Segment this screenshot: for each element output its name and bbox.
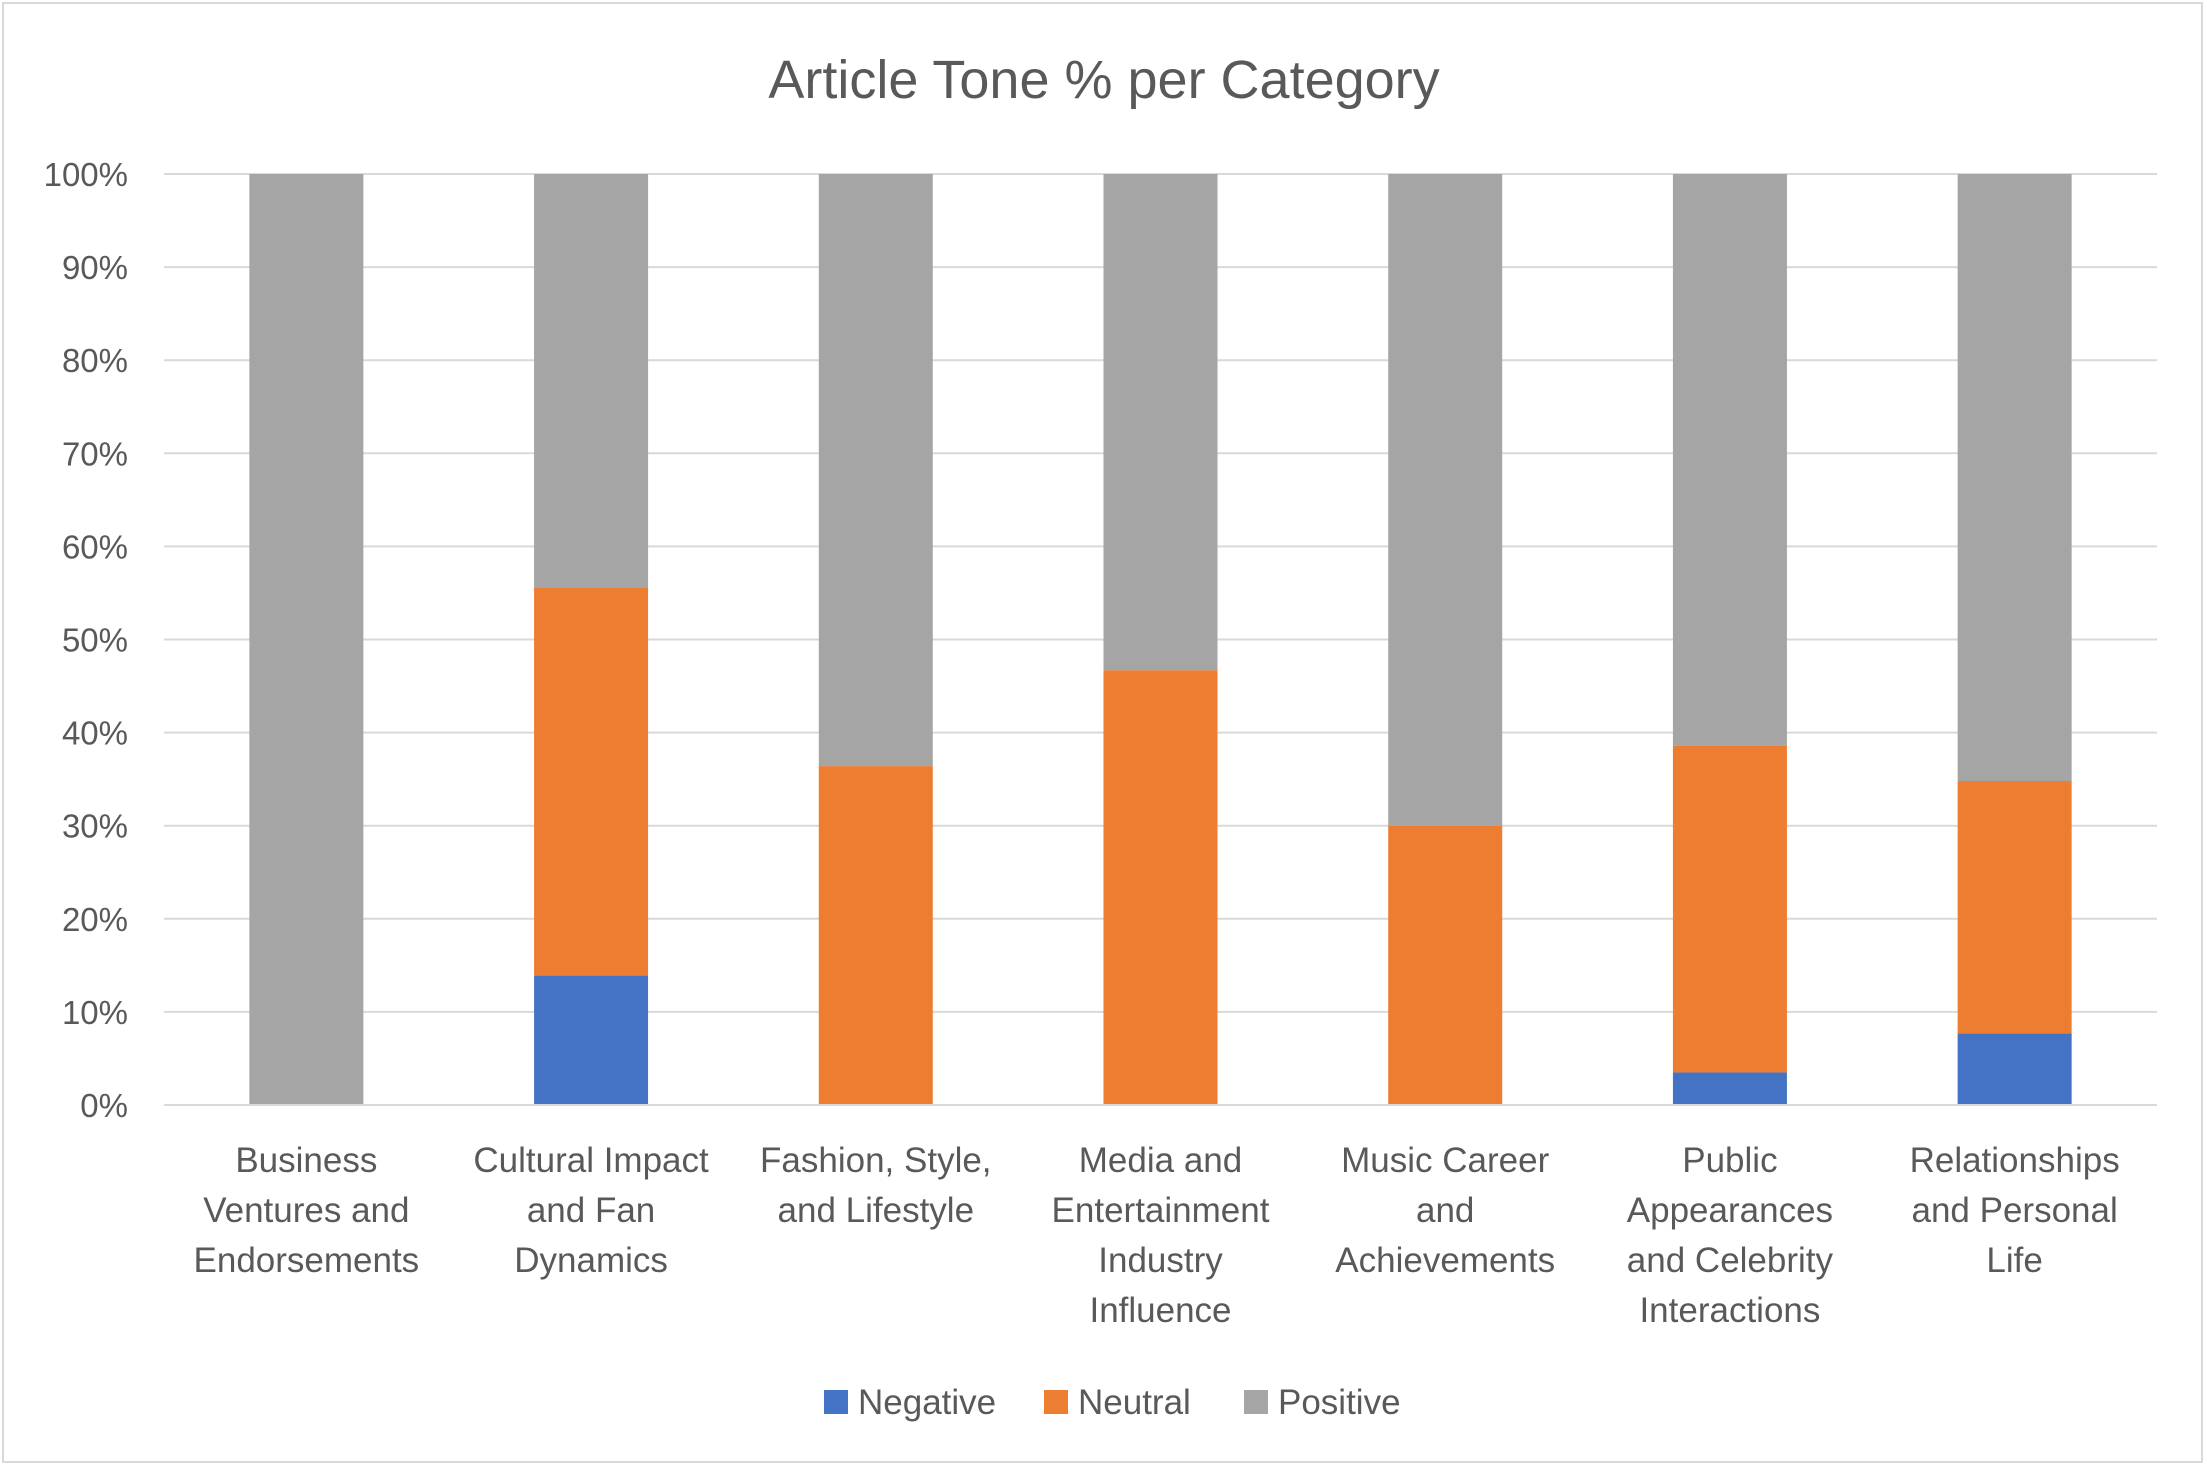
x-category-label: and	[1416, 1191, 1474, 1230]
bar-segment-positive	[534, 174, 649, 588]
y-tick-label: 100%	[44, 156, 128, 193]
x-category-label: and Lifestyle	[778, 1191, 975, 1230]
y-tick-label: 40%	[62, 715, 128, 752]
y-tick-label: 90%	[62, 249, 128, 286]
x-category-label: Music Career	[1341, 1141, 1549, 1180]
bar-segment-positive	[249, 174, 364, 1105]
bar-segment-neutral	[1672, 745, 1787, 1073]
x-category-label: and Celebrity	[1627, 1241, 1834, 1280]
legend-label-neutral: Neutral	[1078, 1383, 1191, 1422]
y-tick-label: 50%	[62, 622, 128, 659]
legend-swatch-positive	[1244, 1390, 1268, 1414]
y-tick-label: 0%	[80, 1087, 128, 1124]
x-category-label: Industry	[1098, 1241, 1223, 1280]
y-tick-label: 10%	[62, 994, 128, 1031]
bar-segment-positive	[1388, 174, 1503, 826]
bars	[249, 174, 2072, 1105]
legend-label-negative: Negative	[858, 1383, 996, 1422]
x-category-label: Business	[235, 1141, 377, 1180]
x-category-label: Achievements	[1335, 1241, 1555, 1280]
legend-label-positive: Positive	[1278, 1383, 1401, 1422]
x-category-label: and Fan	[527, 1191, 655, 1230]
legend-swatch-negative	[824, 1390, 848, 1414]
bar-segment-negative	[1672, 1072, 1787, 1105]
x-category-label: Life	[1986, 1241, 2042, 1280]
x-category-label: Ventures and	[203, 1191, 409, 1230]
x-category-label: Public	[1682, 1141, 1777, 1180]
bar-segment-neutral	[818, 766, 933, 1105]
bar-segment-neutral	[1388, 825, 1503, 1105]
legend-swatch-neutral	[1044, 1390, 1068, 1414]
x-category-label: Dynamics	[514, 1241, 668, 1280]
bar-segment-negative	[534, 975, 649, 1105]
bar-segment-positive	[1957, 174, 2072, 782]
x-category-label: Appearances	[1627, 1191, 1833, 1230]
x-category-label: Fashion, Style,	[760, 1141, 992, 1180]
x-axis-category-labels: Business Ventures and Endorsements Cultural…	[194, 1141, 2120, 1330]
stacked-bar-chart: Article Tone % per Category 0% 10% 20% 30% 4…	[44, 50, 2157, 1422]
x-category-label: and Personal	[1912, 1191, 2118, 1230]
x-category-label: Endorsements	[194, 1241, 420, 1280]
x-category-label: Cultural Impact	[473, 1141, 709, 1180]
y-tick-label: 80%	[62, 342, 128, 379]
x-category-label: Entertainment	[1052, 1191, 1270, 1230]
bar-segment-neutral	[534, 587, 649, 976]
y-tick-label: 20%	[62, 901, 128, 938]
chart-title: Article Tone % per Category	[768, 50, 1439, 110]
x-category-label: Influence	[1089, 1291, 1231, 1330]
y-tick-label: 60%	[62, 528, 128, 565]
x-category-label: Relationships	[1910, 1141, 2120, 1180]
y-tick-label: 30%	[62, 808, 128, 845]
y-tick-label: 70%	[62, 435, 128, 472]
bar-segment-neutral	[1103, 670, 1218, 1105]
legend: Negative Neutral Positive	[824, 1383, 1401, 1422]
bar-segment-positive	[1103, 174, 1218, 671]
y-axis-tick-labels: 0% 10% 20% 30% 40% 50% 60% 70% 80% 90% 100%	[44, 156, 128, 1124]
bar-segment-positive	[818, 174, 933, 767]
x-category-label: Media and	[1079, 1141, 1242, 1180]
bar-segment-negative	[1957, 1033, 2072, 1105]
x-category-label: Interactions	[1639, 1291, 1820, 1330]
bar-segment-positive	[1672, 174, 1787, 746]
bar-segment-neutral	[1957, 781, 2072, 1034]
